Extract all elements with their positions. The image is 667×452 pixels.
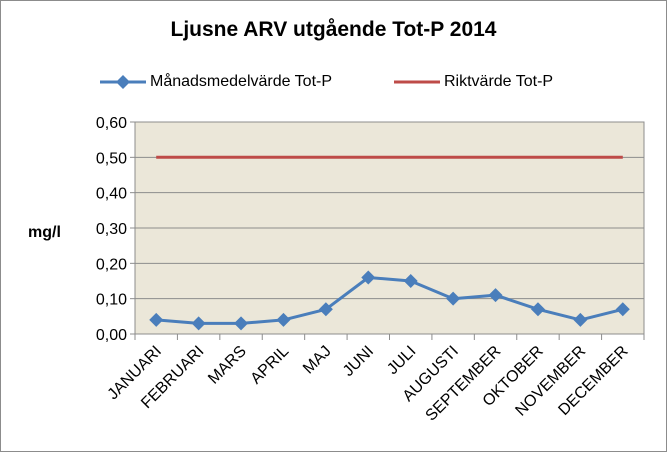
data-point [446, 291, 461, 306]
y-tick-label: 0,40 [96, 186, 127, 203]
y-tick-label: 0,00 [96, 327, 127, 344]
chart-title: Ljusne ARV utgående Tot-P 2014 [170, 18, 497, 41]
data-point [530, 302, 545, 317]
legend-label-series-1: Månadsmedelvärde Tot-P [150, 73, 333, 90]
data-point [149, 312, 164, 327]
data-point [615, 302, 630, 317]
y-tick-label: 0,50 [96, 150, 127, 167]
x-tick-label: MARS [205, 343, 250, 388]
x-tick-label: SEPTEMBER [423, 343, 505, 425]
legend-item-series-2: Riktvärde Tot-P [394, 70, 553, 94]
legend-item-series-1: Månadsmedelvärde Tot-P [100, 70, 332, 94]
legend-marker-series-1 [100, 75, 146, 89]
data-point [488, 288, 503, 303]
x-tick-label: JULI [384, 343, 419, 378]
data-point [318, 302, 333, 317]
data-point [276, 312, 291, 327]
series-line-1 [156, 276, 624, 325]
y-tick-label: 0,10 [96, 292, 127, 309]
data-point [403, 274, 418, 288]
y-tick-label: 0,20 [96, 256, 127, 273]
data-point [573, 312, 588, 327]
x-tick-label: MAJ [300, 343, 335, 378]
y-tick-label: 0,30 [96, 221, 127, 238]
data-point [361, 270, 376, 285]
x-tick-label: JUNI [340, 343, 377, 380]
y-axis-label: mg/l [28, 224, 61, 241]
y-tick-label: 0,60 [96, 115, 127, 132]
legend-label-series-2: Riktvärde Tot-P [444, 73, 554, 90]
data-point [191, 316, 206, 331]
data-point [234, 316, 249, 331]
legend: Månadsmedelvärde Tot-P Riktvärde Tot-P [0, 70, 667, 94]
x-tick-label: APRIL [248, 343, 293, 388]
legend-marker-series-2 [394, 80, 440, 84]
